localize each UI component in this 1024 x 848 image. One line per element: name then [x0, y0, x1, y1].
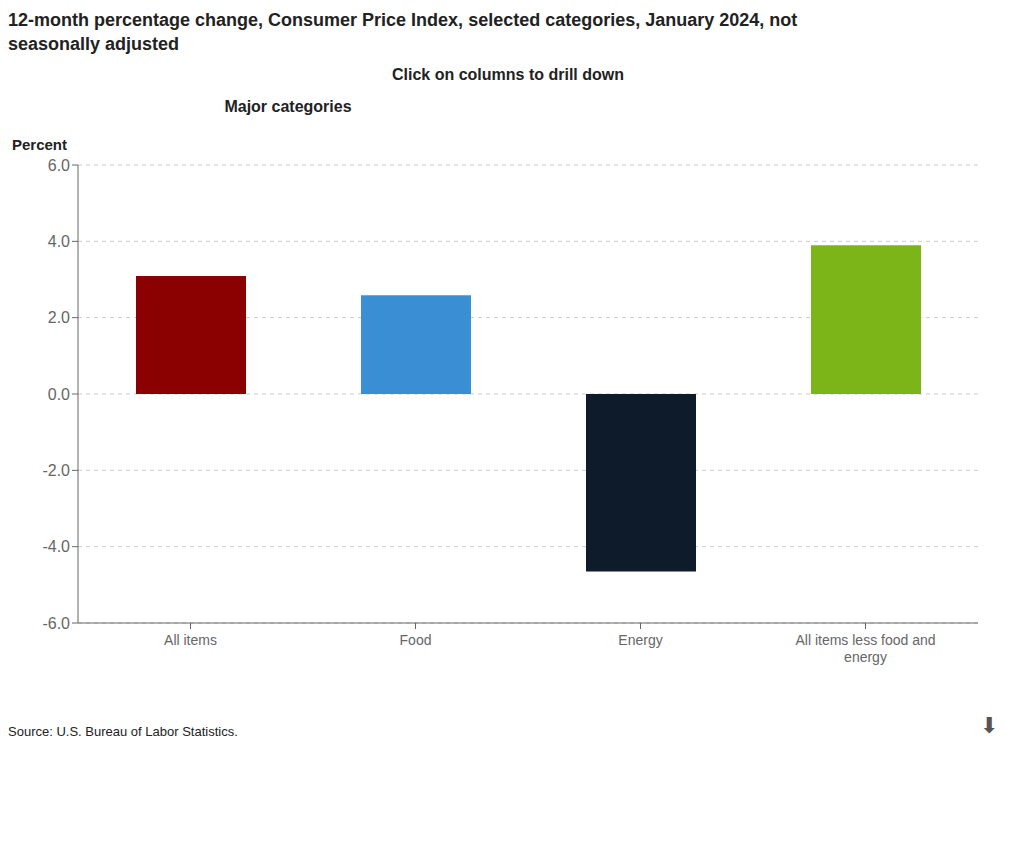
html-text:12-month percentage change, Co: 12-month percentage change, Consumer Pri… [8, 10, 798, 30]
svg-text:2.0: 2.0 [48, 309, 70, 326]
svg-text:-4.0: -4.0 [42, 538, 70, 555]
html-text:Source: U.S. Bureau of Labor S: Source: U.S. Bureau of Labor Statistics. [8, 724, 238, 739]
svg-text:0.0: 0.0 [48, 386, 70, 403]
svg-text:Food: Food [400, 632, 432, 648]
html-text:Major categories: Major categories [224, 98, 352, 115]
svg-text:All items: All items [164, 632, 217, 648]
svg-text:All items less food andenergy: All items less food andenergy [795, 632, 935, 665]
html-text:Click on columns to drill down: Click on columns to drill down [392, 66, 624, 83]
svg-text:-6.0: -6.0 [42, 615, 70, 632]
html-text:seasonally adjusted: seasonally adjusted [8, 34, 180, 54]
svg-text:Energy: Energy [618, 632, 662, 648]
svg-text:6.0: 6.0 [48, 157, 70, 174]
html-text:Percent: Percent [12, 136, 67, 153]
svg-text:-2.0: -2.0 [42, 462, 70, 479]
svg-text:4.0: 4.0 [48, 233, 70, 250]
